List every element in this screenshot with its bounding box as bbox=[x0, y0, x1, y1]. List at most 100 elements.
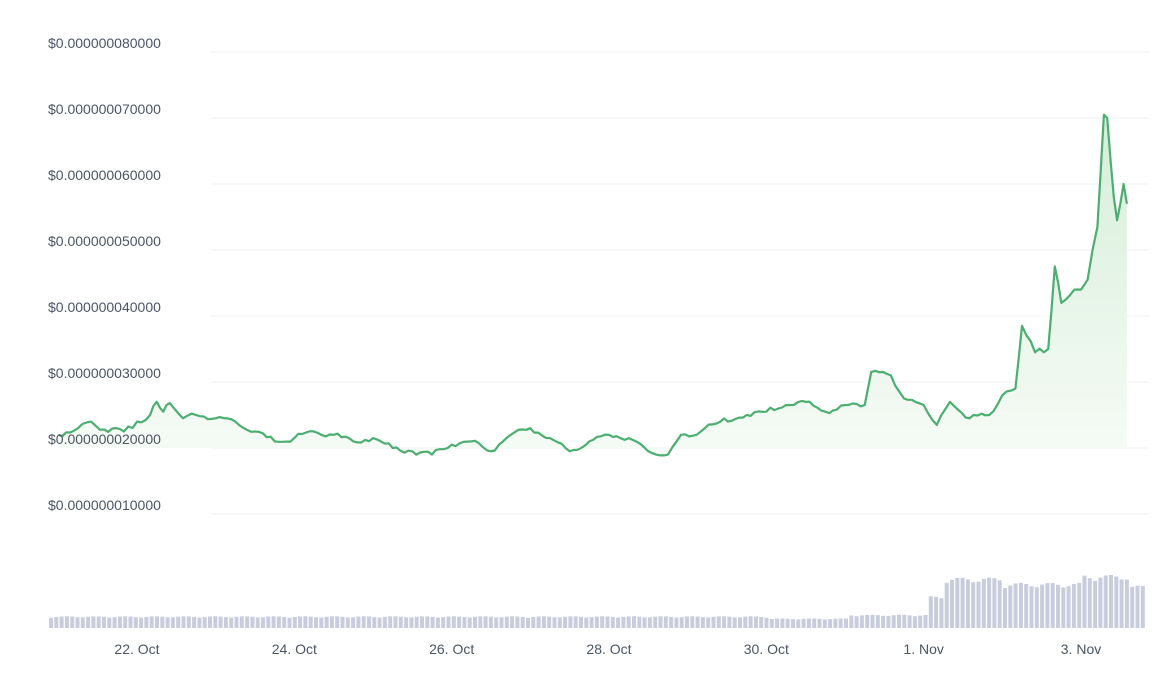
volume-bar bbox=[202, 617, 207, 628]
volume-bar bbox=[875, 615, 880, 628]
volume-bar bbox=[981, 578, 986, 628]
volume-bar bbox=[86, 616, 91, 628]
volume-bar bbox=[197, 617, 202, 628]
volume-bar bbox=[261, 617, 265, 628]
volume-bar bbox=[515, 616, 520, 628]
volume-bar bbox=[128, 616, 133, 628]
volume-bar bbox=[722, 616, 727, 628]
volume-bar bbox=[796, 619, 801, 628]
volume-bar bbox=[462, 617, 467, 628]
volume-bar bbox=[960, 577, 965, 628]
volume-bar bbox=[165, 617, 170, 628]
volume-bar bbox=[700, 617, 705, 628]
y-tick-label: $0.000000060000 bbox=[48, 167, 161, 183]
volume-bar bbox=[504, 616, 509, 628]
volume-bar bbox=[324, 616, 329, 628]
volume-bar bbox=[621, 616, 626, 628]
volume-bar bbox=[1066, 586, 1071, 628]
x-tick-label: 1. Nov bbox=[903, 641, 943, 657]
volume-bar bbox=[632, 616, 636, 628]
volume-bar bbox=[335, 616, 340, 628]
volume-bar bbox=[764, 617, 769, 628]
volume-bar bbox=[1093, 580, 1098, 628]
volume-bar bbox=[1024, 584, 1029, 628]
volume-bar bbox=[356, 616, 361, 628]
volume-bar bbox=[902, 614, 907, 628]
x-tick-label: 30. Oct bbox=[744, 641, 789, 657]
volume-bar bbox=[319, 617, 324, 628]
volume-bar bbox=[838, 618, 843, 628]
volume-bar bbox=[59, 616, 64, 628]
volume-bar bbox=[372, 617, 377, 628]
volume-bar bbox=[117, 616, 122, 628]
volume-bar bbox=[414, 616, 419, 628]
volume-bar bbox=[1103, 575, 1108, 628]
volume-bar bbox=[473, 616, 477, 628]
volume-bar bbox=[303, 616, 308, 628]
volume-bar bbox=[70, 616, 75, 628]
volume-bar bbox=[711, 616, 716, 628]
volume-bar bbox=[208, 616, 212, 628]
x-tick-label: 22. Oct bbox=[114, 641, 159, 657]
volume-bar bbox=[271, 616, 276, 628]
volume-bar bbox=[298, 616, 303, 628]
volume-bar bbox=[685, 616, 689, 628]
volume-bar bbox=[557, 617, 562, 628]
volume-bar bbox=[1029, 586, 1034, 628]
y-axis-ticks: $0.000000080000 $0.000000070000 $0.0000000… bbox=[48, 35, 161, 513]
volume-bar bbox=[139, 617, 144, 628]
volume-bars bbox=[49, 575, 1145, 628]
volume-bar bbox=[1140, 585, 1145, 628]
volume-bar bbox=[1013, 583, 1018, 628]
volume-bar bbox=[663, 616, 668, 628]
volume-bar bbox=[589, 617, 594, 628]
volume-bar bbox=[1082, 575, 1087, 628]
volume-bar bbox=[626, 616, 631, 628]
volume-bar bbox=[610, 617, 615, 628]
volume-bar bbox=[584, 617, 589, 628]
volume-bar bbox=[859, 615, 864, 628]
volume-bar bbox=[308, 616, 313, 628]
volume-bar bbox=[928, 596, 933, 628]
volume-bar bbox=[1045, 583, 1050, 628]
volume-bar bbox=[1119, 579, 1124, 628]
volume-bar bbox=[759, 617, 764, 628]
volume-bar bbox=[192, 616, 197, 628]
volume-bar bbox=[579, 616, 583, 628]
volume-bar bbox=[950, 579, 954, 628]
volume-bar bbox=[245, 616, 250, 628]
volume-bar bbox=[563, 616, 568, 628]
volume-bar bbox=[467, 617, 472, 628]
volume-bar bbox=[340, 616, 345, 628]
volume-bar bbox=[80, 617, 85, 628]
volume-bar bbox=[213, 616, 218, 628]
volume-bar bbox=[1018, 582, 1023, 628]
volume-bar bbox=[266, 616, 271, 628]
volume-bar bbox=[218, 616, 223, 628]
volume-bar bbox=[96, 616, 101, 628]
volume-bar bbox=[669, 616, 674, 628]
volume-bar bbox=[1098, 577, 1103, 628]
volume-bar bbox=[123, 616, 128, 628]
volume-bar bbox=[499, 617, 504, 628]
volume-bar bbox=[1040, 584, 1045, 628]
x-tick-label: 24. Oct bbox=[272, 641, 317, 657]
volume-bar bbox=[971, 582, 976, 628]
volume-bar bbox=[1114, 576, 1119, 628]
volume-bar bbox=[510, 616, 515, 628]
volume-bar bbox=[738, 617, 742, 628]
volume-bar bbox=[345, 617, 350, 628]
volume-bar bbox=[1109, 575, 1113, 628]
volume-bar bbox=[155, 616, 159, 628]
volume-bar bbox=[170, 617, 175, 628]
volume-bar bbox=[377, 617, 382, 628]
volume-bar bbox=[769, 619, 774, 628]
volume-bar bbox=[674, 617, 679, 628]
volume-bar bbox=[658, 616, 663, 628]
y-tick-label: $0.000000050000 bbox=[48, 233, 161, 249]
volume-bar bbox=[806, 618, 811, 628]
volume-bar bbox=[526, 617, 530, 628]
volume-bar bbox=[907, 615, 912, 628]
volume-bar bbox=[891, 615, 896, 628]
volume-bar bbox=[149, 616, 154, 628]
